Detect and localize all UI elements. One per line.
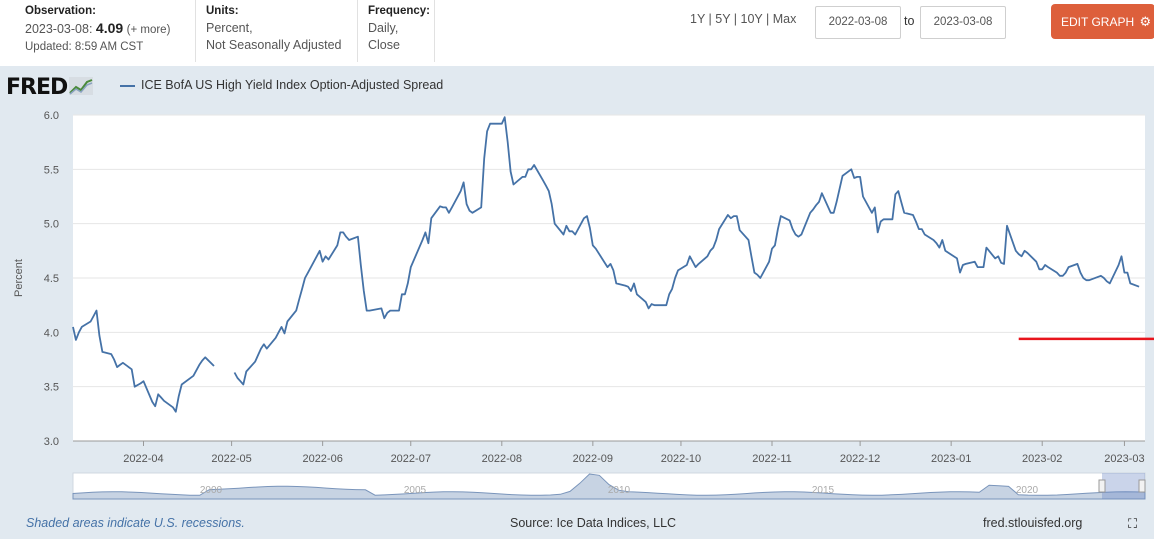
series-line[interactable] (72, 309, 215, 413)
x-tick-label: 2022-06 (302, 453, 342, 465)
recession-note: Shaded areas indicate U.S. recessions. (26, 516, 245, 530)
x-tick-label: 2023-02 (1022, 453, 1062, 465)
observation-more-link[interactable]: (+ more) (126, 24, 171, 36)
y-tick-label: 3.5 (44, 382, 59, 394)
navigator-label: 2010 (608, 485, 631, 496)
divider (357, 0, 358, 62)
legend-swatch (120, 84, 135, 87)
site-link[interactable]: fred.stlouisfed.org (983, 516, 1083, 530)
frequency-value-1: Daily, (368, 21, 399, 35)
y-tick-label: 4.5 (44, 273, 59, 285)
observation-date: 2023-03-08: (25, 22, 93, 36)
x-tick-label: 2022-11 (752, 453, 792, 465)
x-tick-label: 2022-10 (661, 453, 701, 465)
updated-time: Updated: 8:59 AM CST (25, 41, 144, 53)
range-selector[interactable]: 1Y | 5Y | 10Y | Max (690, 12, 797, 26)
observation-label: Observation: (25, 5, 96, 17)
legend-series-name: ICE BofA US High Yield Index Option-Adju… (141, 78, 444, 92)
navigator-label: 2020 (1016, 485, 1039, 496)
chart-panel: 3.0 3.5 4.0 4.5 5.0 5.5 6.0 2022-04 2022-05 2022-… (0, 66, 1154, 539)
x-tick-label: 2022-09 (573, 453, 613, 465)
units-value-2: Not Seasonally Adjusted (206, 38, 342, 52)
y-tick-label: 5.0 (44, 219, 59, 231)
frequency-value-2: Close (368, 38, 400, 52)
x-tick-label: 2022-12 (840, 453, 880, 465)
navigator-label: 2005 (404, 485, 427, 496)
observation-info: Observation: 2023-03-08: 4.09 (+ more) U… (25, 3, 195, 56)
y-tick-label: 4.0 (44, 327, 59, 339)
fullscreen-icon[interactable]: ⛶ (1128, 516, 1138, 531)
y-tick-label: 3.0 (44, 436, 59, 448)
chart-legend[interactable]: ICE BofA US High Yield Index Option-Adju… (120, 78, 443, 92)
frequency-info: Frequency: Daily, Close (368, 3, 448, 54)
y-tick-label: 6.0 (44, 110, 59, 122)
navigator-handle[interactable] (1138, 479, 1146, 493)
x-tick-label: 2022-07 (391, 453, 431, 465)
x-tick-label: 2022-08 (482, 453, 522, 465)
edit-graph-label: EDIT GRAPH (1061, 15, 1135, 29)
date-to-input[interactable]: 2023-03-08 (920, 6, 1006, 39)
frequency-label: Frequency: (368, 5, 430, 17)
fred-logo: FRED (6, 75, 94, 100)
navigator-label: 2000 (200, 485, 223, 496)
x-tick-label: 2022-05 (211, 453, 251, 465)
chart-svg: 3.0 3.5 4.0 4.5 5.0 5.5 6.0 2022-04 2022-05 2022-… (13, 110, 1154, 500)
navigator-selection[interactable] (1102, 473, 1145, 499)
divider (195, 0, 196, 62)
observation-value: 4.09 (95, 20, 124, 36)
chart-line-icon (69, 77, 94, 95)
units-value-1: Percent, (206, 21, 253, 35)
x-tick-label: 2023-01 (931, 453, 971, 465)
source-note: Source: Ice Data Indices, LLC (510, 516, 677, 530)
date-to-label: to (904, 14, 915, 28)
x-tick-label: 2022-04 (123, 453, 163, 465)
date-from-input[interactable]: 2022-03-08 (815, 6, 901, 39)
navigator-label: 2015 (812, 485, 835, 496)
edit-graph-button[interactable]: EDIT GRAPH ⚙ (1051, 4, 1154, 39)
divider (434, 0, 435, 62)
gear-icon: ⚙ (1139, 14, 1152, 29)
series-line[interactable] (233, 116, 1140, 386)
graph-header: Observation: 2023-03-08: 4.09 (+ more) U… (0, 0, 1154, 66)
y-axis-label: Percent (13, 259, 25, 297)
units-info: Units: Percent, Not Seasonally Adjusted (206, 3, 356, 54)
y-tick-label: 5.5 (44, 164, 59, 176)
units-label: Units: (206, 5, 239, 17)
navigator-handle[interactable] (1098, 479, 1106, 493)
fred-logo-text: FRED (6, 75, 68, 100)
x-tick-label: 2023-03 (1104, 453, 1144, 465)
navigator-series (72, 473, 1146, 500)
